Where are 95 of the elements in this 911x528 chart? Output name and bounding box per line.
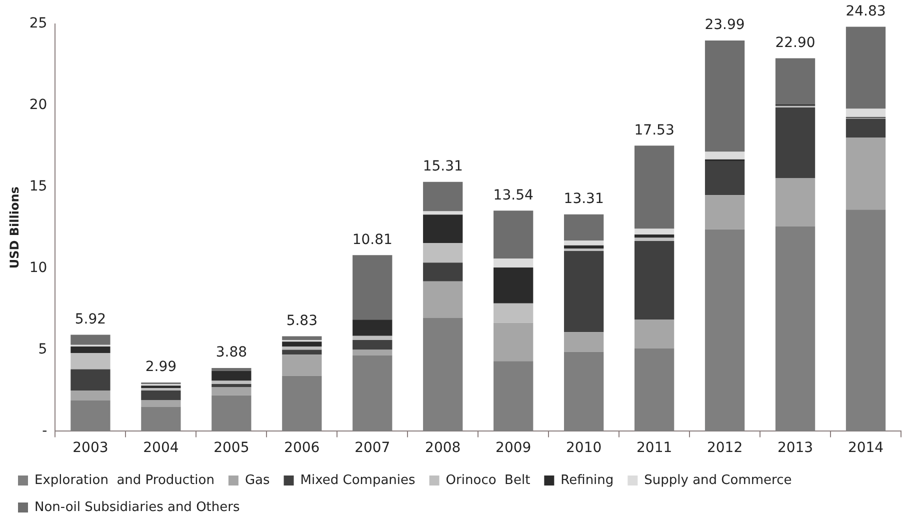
x-tick-label: 2004	[143, 440, 179, 456]
total-label: 13.31	[564, 191, 604, 208]
bar	[212, 368, 252, 371]
bar	[423, 262, 463, 282]
bar	[846, 118, 886, 138]
bar	[212, 387, 252, 396]
bar	[775, 108, 816, 178]
y-tick-label: -	[42, 422, 48, 439]
legend-label: Supply and Commerce	[644, 472, 792, 488]
y-tick-label: 20	[29, 97, 48, 114]
bar	[634, 238, 674, 241]
bar	[282, 342, 322, 347]
bar	[494, 322, 534, 362]
bar	[846, 26, 886, 109]
bar	[634, 240, 674, 320]
bar	[775, 178, 816, 226]
total-label: 23.99	[704, 17, 745, 34]
y-tick-label: 5	[38, 341, 48, 358]
legend-label: Mixed Companies	[300, 472, 416, 488]
bar	[352, 336, 392, 340]
bar	[564, 332, 604, 352]
bar	[704, 195, 745, 230]
x-tick-label: 2007	[354, 440, 390, 456]
bar	[70, 369, 110, 390]
bar	[423, 243, 463, 263]
bar	[70, 346, 110, 354]
legend-label: Gas	[244, 472, 270, 488]
bar	[212, 370, 252, 381]
x-tick-label: 2009	[496, 440, 532, 456]
bar	[141, 400, 181, 407]
x-tick-label: 2011	[636, 440, 672, 456]
y-axis-title: USD Billions	[7, 186, 22, 269]
bar	[704, 40, 745, 152]
bar	[704, 160, 745, 196]
bar	[564, 248, 604, 252]
total-label: 2.99	[145, 359, 177, 376]
x-tick-label: 2006	[284, 440, 320, 456]
bar	[423, 214, 463, 244]
x-tick-label: 2008	[425, 440, 461, 456]
bar	[846, 138, 886, 210]
total-label: 24.83	[846, 3, 886, 20]
bar	[352, 340, 392, 350]
bar	[212, 380, 252, 384]
bar	[423, 182, 463, 212]
bar	[564, 214, 604, 240]
bar	[634, 146, 674, 229]
bar	[352, 320, 392, 336]
total-label: 5.92	[74, 311, 106, 328]
y-tick-label: 10	[29, 260, 48, 276]
x-tick-label: 2010	[566, 440, 602, 456]
bar	[494, 258, 534, 268]
legend-label: Non-oil Subsidiaries and Others	[34, 500, 240, 515]
bar	[212, 384, 252, 388]
bar	[775, 58, 816, 104]
bar	[494, 303, 534, 323]
bar	[70, 390, 110, 400]
bar	[846, 108, 886, 118]
x-tick-label: 2012	[706, 440, 743, 456]
bar	[634, 234, 674, 238]
y-tick-label: 15	[29, 178, 48, 195]
x-tick-label: 2003	[72, 440, 108, 456]
total-label: 15.31	[422, 158, 463, 174]
legend-label: Exploration and Production	[34, 472, 214, 488]
x-tick-label: 2005	[214, 440, 250, 456]
bar	[282, 350, 322, 355]
legend-label: Refining	[560, 472, 614, 488]
total-label: 13.54	[493, 187, 534, 204]
bar	[423, 211, 463, 215]
total-label: 10.81	[352, 232, 392, 248]
bar	[564, 245, 604, 249]
legend-label: Orinoco Belt	[446, 472, 530, 488]
bar	[494, 210, 534, 259]
bar	[352, 255, 392, 320]
total-label: 3.88	[216, 344, 248, 361]
total-label: 5.83	[286, 312, 318, 329]
bar	[704, 152, 745, 160]
x-tick-label: 2014	[848, 440, 884, 456]
bar	[70, 334, 110, 345]
bar	[564, 240, 604, 246]
x-tick-label: 2013	[777, 440, 814, 456]
bar	[423, 281, 463, 318]
y-tick-label: 25	[29, 16, 48, 32]
bar	[634, 228, 674, 234]
bar	[282, 346, 322, 350]
bar	[141, 390, 181, 400]
total-label: 22.90	[775, 34, 816, 51]
bar	[494, 268, 534, 304]
bar	[564, 251, 604, 332]
bar	[282, 336, 322, 340]
bar	[141, 386, 181, 388]
bar	[70, 353, 110, 370]
bar	[352, 350, 392, 356]
bar	[282, 354, 322, 376]
bar	[634, 319, 674, 348]
total-label: 17.53	[634, 122, 674, 138]
